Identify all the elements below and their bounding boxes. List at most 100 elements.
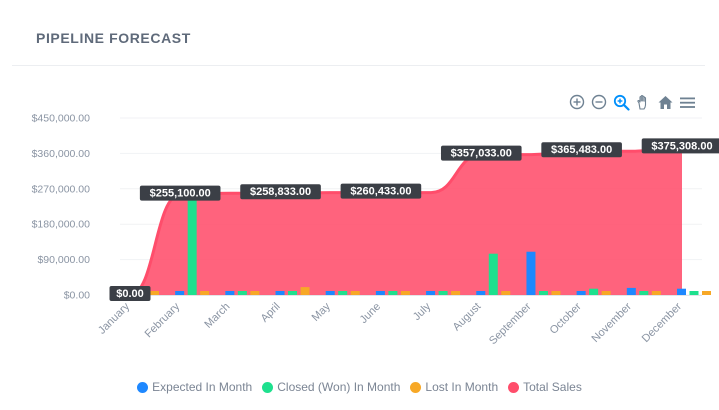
bar-expected-in-month-march[interactable]: [225, 291, 235, 295]
title-divider: [12, 65, 705, 66]
zoom-in-icon[interactable]: [568, 93, 586, 111]
y-tick-label: $270,000.00: [32, 183, 91, 195]
bar-closed-won-in-month-june[interactable]: [388, 291, 398, 295]
x-tick-label: July: [411, 300, 434, 323]
legend-item[interactable]: Lost In Month: [410, 380, 498, 394]
total-sales-area-series: [129, 145, 702, 297]
data-label: $0.00: [109, 286, 151, 301]
data-label: $375,308.00: [641, 138, 719, 154]
legend-marker: [410, 381, 422, 393]
bar-lost-in-month-may[interactable]: [350, 291, 360, 295]
x-tick-label: June: [358, 301, 383, 326]
bar-lost-in-month-march[interactable]: [250, 291, 260, 295]
legend-label: Closed (Won) In Month: [277, 380, 401, 394]
bar-closed-won-in-month-february[interactable]: [187, 198, 197, 295]
data-label: $255,100.00: [139, 185, 221, 201]
data-label: $357,033.00: [440, 145, 522, 161]
legend-label: Expected In Month: [152, 380, 253, 394]
data-label-text: $357,033.00: [451, 148, 512, 160]
data-label-bg: [641, 138, 719, 154]
x-tick-label: November: [590, 300, 635, 345]
legend-marker: [262, 381, 274, 393]
data-label-bg: [240, 184, 321, 200]
chart-legend: Expected In Month Closed (Won) In Month Lo…: [0, 380, 719, 394]
menu-icon[interactable]: [678, 93, 696, 111]
data-label-text: $375,308.00: [651, 140, 712, 152]
data-label-bg: [340, 183, 422, 199]
bar-expected-in-month-august[interactable]: [476, 291, 486, 295]
total-sales-area: [130, 147, 682, 295]
x-tick-label: May: [310, 300, 334, 324]
bar-expected-in-month-april[interactable]: [275, 291, 285, 295]
bar-closed-won-in-month-april[interactable]: [288, 291, 298, 295]
bar-expected-in-month-july[interactable]: [426, 291, 436, 295]
x-tick-label: August: [451, 301, 484, 334]
bar-expected-in-month-may[interactable]: [325, 291, 335, 295]
x-tick-label: January: [96, 300, 133, 337]
x-axis-labels: January February March April May June July Augu…: [96, 300, 684, 347]
bar-closed-won-in-month-may[interactable]: [338, 291, 348, 295]
bar-lost-in-month-august[interactable]: [501, 291, 511, 295]
data-label: $260,433.00: [340, 183, 422, 199]
legend-label: Total Sales: [523, 380, 582, 394]
data-label-bg: [109, 286, 151, 301]
bar-expected-in-month-february[interactable]: [175, 291, 185, 295]
y-tick-label: $360,000.00: [32, 148, 91, 160]
card-title: PIPELINE FORECAST: [36, 30, 191, 46]
legend-marker: [137, 381, 149, 393]
chart-toolbar: [568, 92, 696, 112]
bar-closed-won-in-month-july[interactable]: [438, 291, 448, 295]
bar-lost-in-month-december[interactable]: [702, 291, 711, 295]
bar-lost-in-month-october[interactable]: [601, 291, 611, 295]
legend-item[interactable]: Expected In Month: [137, 380, 252, 394]
pipeline-chart: $0.00 $90,000.00 $180,000.00 $270,000.00 $36…: [32, 113, 719, 347]
bar-lost-in-month-november[interactable]: [651, 291, 661, 295]
bar-closed-won-in-month-november[interactable]: [639, 291, 649, 295]
data-label-bg: [541, 142, 622, 158]
zoom-out-icon[interactable]: [590, 93, 608, 111]
bar-closed-won-in-month-march[interactable]: [237, 291, 247, 295]
data-label-bg: [440, 145, 522, 161]
bar-expected-in-month-november[interactable]: [626, 287, 636, 295]
legend-item[interactable]: Closed (Won) In Month: [262, 380, 400, 394]
bar-closed-won-in-month-december[interactable]: [689, 291, 699, 295]
bar-lost-in-month-september[interactable]: [551, 291, 561, 295]
bar-lost-in-month-january[interactable]: [150, 291, 159, 295]
y-axis-labels: $0.00 $90,000.00 $180,000.00 $270,000.00 $36…: [32, 113, 91, 302]
x-tick-label: April: [259, 301, 283, 325]
data-label-text: $365,483.00: [551, 144, 612, 156]
data-label-text: $0.00: [116, 288, 144, 300]
pan-hand-icon[interactable]: [634, 93, 652, 111]
legend-label: Lost In Month: [425, 380, 499, 394]
x-tick-label: March: [202, 301, 232, 331]
bar-expected-in-month-october[interactable]: [576, 291, 586, 295]
bar-closed-won-in-month-august[interactable]: [488, 253, 498, 295]
y-tick-label: $0.00: [64, 290, 90, 302]
bar-expected-in-month-september[interactable]: [526, 251, 536, 295]
data-labels: $0.00 $255,100.00 $258,833.00 $260,433.00 $3…: [109, 138, 719, 301]
bar-closed-won-in-month-september[interactable]: [538, 291, 548, 295]
data-label-text: $255,100.00: [150, 188, 211, 200]
bar-lost-in-month-february[interactable]: [200, 291, 210, 295]
bar-expected-in-month-june[interactable]: [375, 291, 385, 295]
legend-item[interactable]: Total Sales: [508, 380, 582, 394]
data-label-bg: [139, 185, 221, 201]
x-tick-label: September: [487, 300, 534, 347]
selection-zoom-icon[interactable]: [612, 93, 630, 111]
bar-lost-in-month-july[interactable]: [451, 291, 461, 295]
y-tick-label: $450,000.00: [32, 113, 91, 125]
x-tick-label: December: [640, 300, 685, 345]
bar-closed-won-in-month-october[interactable]: [589, 288, 599, 295]
legend-marker: [508, 381, 520, 393]
data-label: $365,483.00: [541, 142, 622, 158]
bar-lost-in-month-june[interactable]: [400, 291, 410, 295]
bar-lost-in-month-april[interactable]: [300, 287, 310, 295]
data-label-text: $258,833.00: [250, 186, 311, 198]
data-label-text: $260,433.00: [350, 186, 411, 198]
x-tick-label: February: [143, 300, 183, 340]
x-tick-label: October: [548, 300, 584, 336]
bar-expected-in-month-december[interactable]: [677, 288, 686, 295]
reset-home-icon[interactable]: [656, 93, 674, 111]
y-tick-label: $90,000.00: [37, 254, 90, 266]
